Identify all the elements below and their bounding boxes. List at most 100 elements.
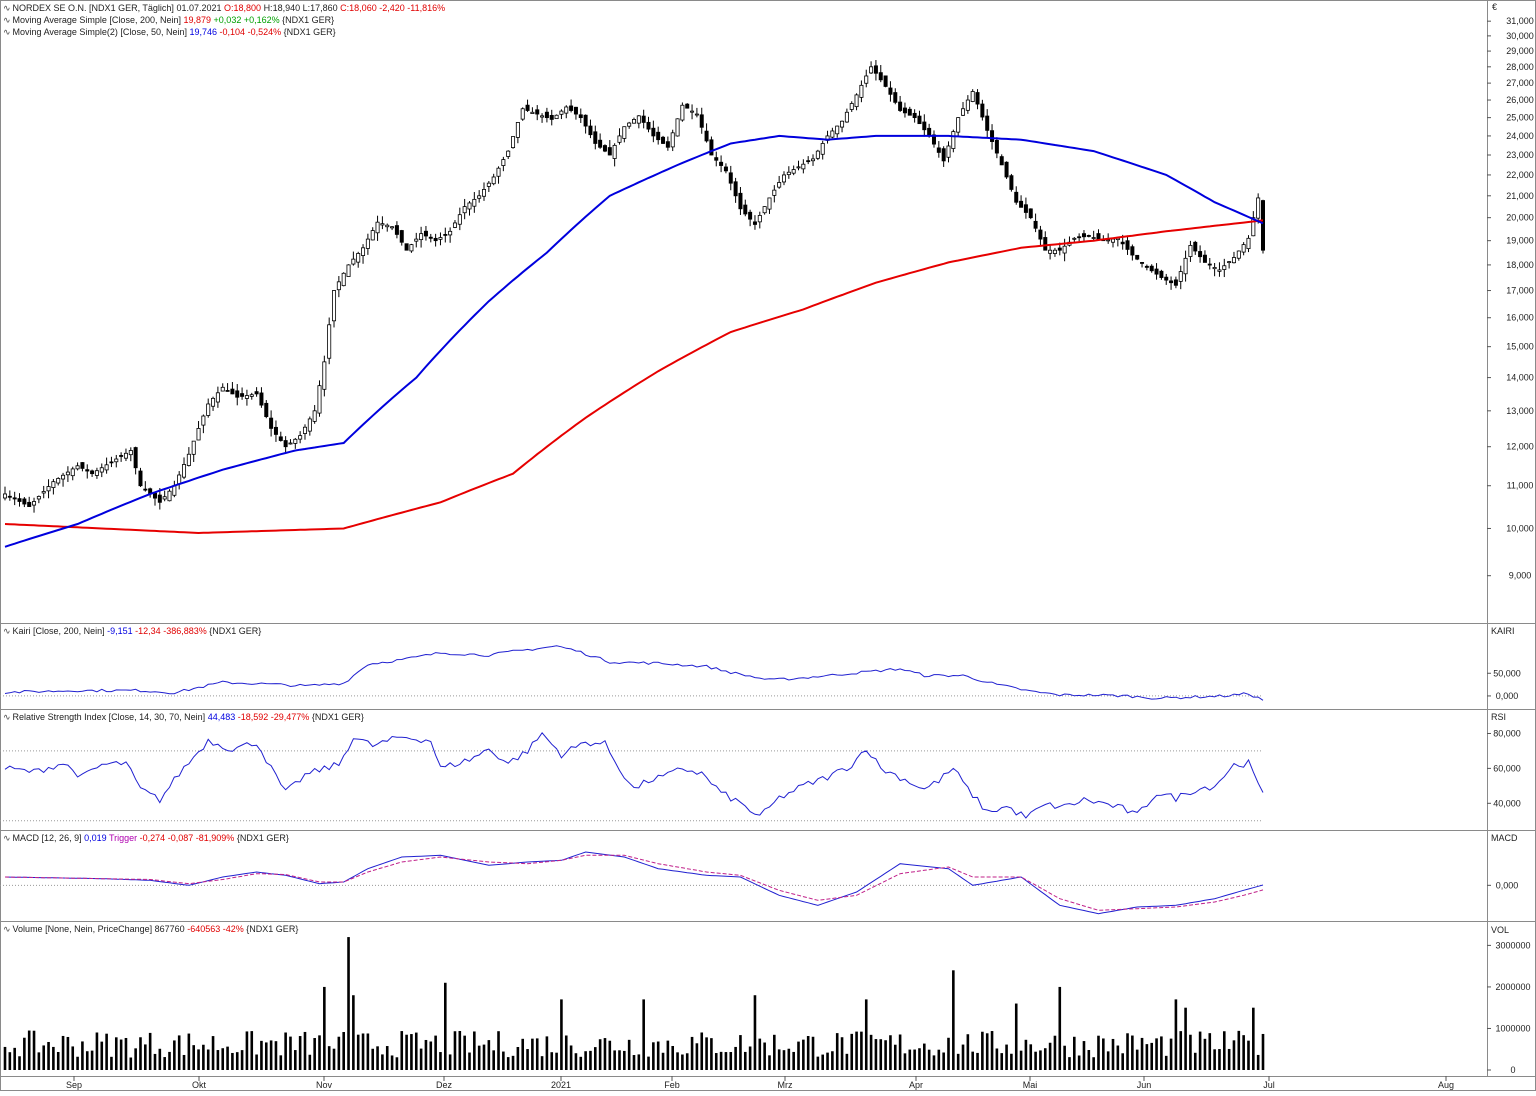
rsi-value: 44,483 [207, 712, 236, 722]
candle-body [1217, 269, 1222, 272]
candle-body [448, 230, 453, 236]
candle-body [549, 114, 554, 120]
candle-body [665, 141, 670, 148]
ma200-legend: ∿ Moving Average Simple [Close, 200, Nein… [3, 14, 334, 26]
volume-bar [719, 1051, 723, 1070]
price-tick-label: 29,000 [1506, 46, 1534, 56]
volume-bar [52, 1046, 55, 1070]
volume-bar [231, 1052, 234, 1070]
price-tick-label: 17,000 [1506, 286, 1534, 296]
candle-body [27, 501, 32, 507]
volume-bar [327, 1046, 331, 1070]
ma50-pct: -0,524% [247, 27, 282, 37]
ma200-line [4, 219, 1264, 535]
candle-body [298, 435, 303, 440]
volume-bar [419, 1048, 423, 1070]
volume-bar [429, 1041, 433, 1070]
candle-body [1125, 240, 1130, 250]
volume-bar [598, 1039, 602, 1070]
volume-bar [414, 1032, 418, 1070]
volume-bar [173, 1040, 176, 1070]
volume-bar [564, 1035, 568, 1070]
volume-bar [942, 1052, 945, 1070]
volume-bar [202, 1044, 205, 1070]
candle-body [32, 501, 37, 506]
volume-bar [1077, 1055, 1081, 1070]
volume-bar [458, 1030, 462, 1070]
candle-body [278, 436, 283, 441]
volume-bar [811, 1036, 815, 1070]
volume-bar [821, 1054, 824, 1070]
macd-exchange: {NDX1 GER} [236, 833, 289, 843]
volume-bar [526, 1049, 529, 1070]
price-tick-label: 16,000 [1506, 313, 1534, 323]
volume-bar [666, 1040, 670, 1070]
volume-bar [734, 1046, 737, 1070]
kairi-change: -12,34 [135, 626, 161, 636]
volume-bar [908, 1049, 912, 1070]
volume-bar [763, 1042, 766, 1070]
candle-body [235, 390, 240, 398]
volume-tick-label: 3000000 [1495, 940, 1530, 950]
volume-bar [85, 1051, 89, 1070]
candle-body [482, 189, 487, 197]
candle-body [520, 108, 525, 120]
candle-body [249, 394, 254, 397]
x-tick-label: Sep [66, 1080, 82, 1090]
candle-body [143, 488, 148, 491]
candle-body [1261, 200, 1266, 251]
volume-bar [444, 982, 447, 1070]
volume-bar [1082, 1041, 1086, 1070]
candle-body [220, 386, 225, 392]
volume-bar [1169, 1038, 1173, 1070]
macd-label: MACD [12, 26, 9] [12, 833, 82, 843]
volume-bar [690, 1036, 694, 1070]
volume-bar [211, 1036, 215, 1070]
volume-bar [874, 1039, 878, 1070]
volume-bar [550, 1052, 554, 1070]
ma50-legend: ∿ Moving Average Simple(2) [Close, 50, Ne… [3, 26, 336, 38]
volume-bar [1106, 1051, 1110, 1070]
volume-bar [1247, 1040, 1250, 1070]
volume-bar [66, 1036, 70, 1070]
volume-bar [163, 1057, 166, 1070]
volume-bar [724, 1052, 728, 1070]
candle-body [559, 110, 564, 115]
volume-tick-label: 2000000 [1495, 982, 1530, 992]
candle-body [1120, 241, 1125, 245]
candle-body [506, 150, 511, 157]
volume-bar [497, 1031, 500, 1070]
volume-bar [56, 1051, 60, 1070]
rsi-legend: ∿ Relative Strength Index [Close, 14, 30,… [3, 711, 364, 723]
kairi-exchange: {NDX1 GER} [209, 626, 262, 636]
kairi-pct: -386,883% [163, 626, 207, 636]
candle-body [1188, 245, 1193, 257]
volume-bar [153, 1053, 157, 1070]
candle-body [1086, 235, 1091, 237]
volume-bar [1000, 1053, 1004, 1070]
candle-body [215, 392, 220, 403]
volume-bar [1097, 1035, 1100, 1070]
volume-bar [410, 1034, 413, 1070]
volume-bar [18, 1056, 21, 1070]
x-tick-label: Aug [1438, 1080, 1454, 1090]
volume-bar [516, 1046, 520, 1070]
candle-body [641, 115, 646, 123]
volume-bar [584, 1051, 587, 1070]
candle-body [733, 181, 738, 197]
candle-body [332, 290, 337, 322]
macd-axis-title: MACD [1491, 833, 1518, 843]
candle-body [75, 465, 80, 470]
macd-change: -0,087 [167, 833, 194, 843]
volume-bar [966, 1034, 970, 1070]
volume-bar [381, 1054, 384, 1070]
candle-body [699, 114, 704, 128]
volume-bar [1222, 1031, 1226, 1070]
wave-icon: ∿ [3, 27, 11, 37]
volume-bar [182, 1054, 186, 1070]
volume-bar [1160, 1036, 1163, 1070]
candle-body [433, 237, 438, 242]
volume-bar [710, 1038, 713, 1070]
volume-bar [197, 1049, 200, 1070]
